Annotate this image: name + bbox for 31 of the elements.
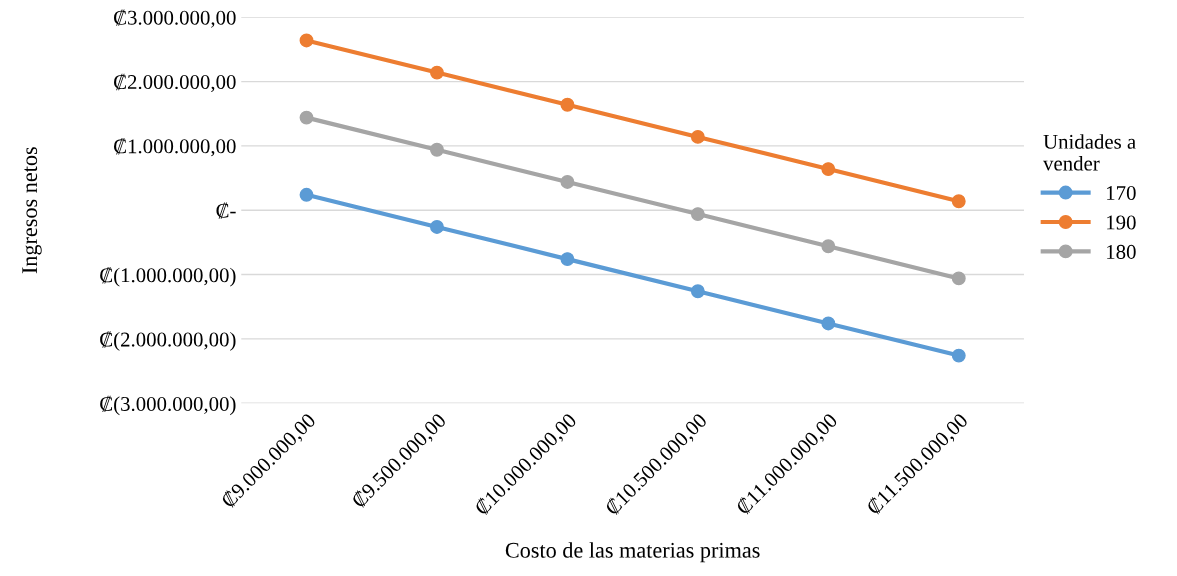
- point: [560, 174, 575, 189]
- point: [430, 65, 444, 80]
- y-axis-title: Ingresos netos: [22, 147, 42, 274]
- point: [430, 220, 444, 234]
- point: [690, 129, 705, 144]
- point: [299, 110, 314, 125]
- legend-label: 170: [1107, 185, 1136, 201]
- point: [951, 271, 966, 286]
- legend-label: 190: [1107, 215, 1136, 230]
- y-tick-label: ₡(3.000.000,00): [100, 395, 236, 416]
- y-tick-label: ₡3.000.000,00: [114, 9, 236, 28]
- legend-label: 180: [1107, 244, 1136, 259]
- point: [299, 187, 314, 202]
- y-tick-label: ₡-: [216, 202, 236, 219]
- point: [299, 33, 314, 48]
- x-axis-title: Costo de las materias primas: [505, 542, 760, 563]
- point: [821, 239, 836, 254]
- y-tick-label: ₡2.000.000,00: [114, 73, 236, 93]
- point: [690, 207, 705, 222]
- y-tick-label: ₡1.000.000,00: [114, 138, 236, 157]
- point: [821, 162, 836, 177]
- point: [951, 348, 966, 363]
- legend-title: Unidades a vender: [1043, 134, 1136, 171]
- point: [951, 194, 966, 209]
- y-tick-label: ₡(1.000.000,00): [100, 267, 236, 287]
- point: [430, 142, 444, 157]
- point: [560, 252, 575, 267]
- y-tick-label: ₡(2.000.000,00): [100, 331, 236, 351]
- point: [821, 316, 836, 331]
- point: [690, 284, 705, 299]
- point: [560, 97, 575, 112]
